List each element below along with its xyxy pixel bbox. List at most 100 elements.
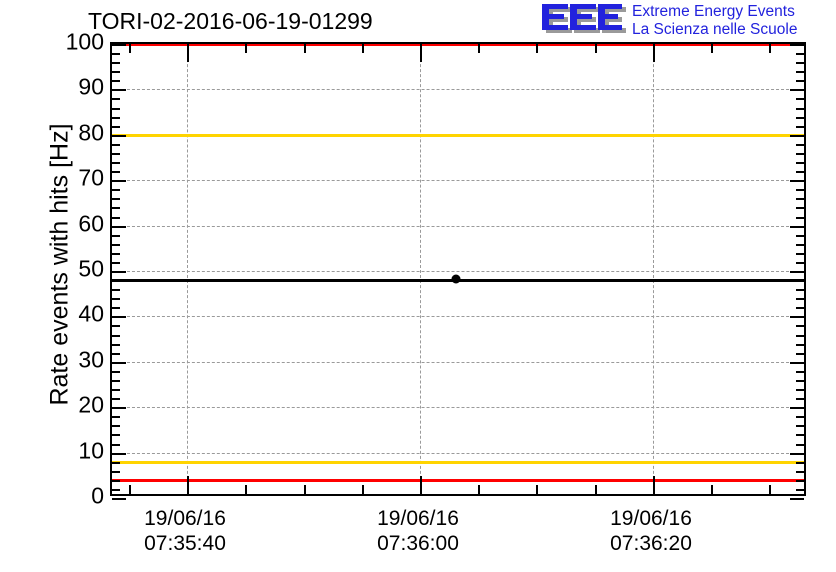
y-axis-minor-tick-right [796,280,804,283]
reference-line-lower-alarm [112,478,804,482]
y-axis-major-tick-right [790,180,804,183]
y-axis-major-tick-right [790,452,804,455]
y-axis-minor-tick [112,434,120,437]
y-axis-major-tick [112,316,126,319]
x-axis-minor-tick [245,485,247,494]
x-axis-minor-tick [769,485,771,494]
y-axis-minor-tick-right [796,334,804,337]
y-axis-minor-tick-right [796,425,804,428]
y-axis-minor-tick [112,189,120,192]
y-axis-minor-tick-right [796,216,804,219]
y-axis-minor-tick-right [796,107,804,110]
y-axis-minor-tick-right [796,71,804,74]
x-axis-minor-tick-top [595,44,597,53]
eee-logo: Extreme Energy Events La Scienza nelle S… [540,2,832,42]
y-axis-tick-label: 40 [78,300,104,327]
grid-line-horizontal [112,271,804,272]
y-axis-minor-tick [112,261,120,264]
x-axis-minor-tick [304,485,306,494]
y-axis-minor-tick-right [796,343,804,346]
y-axis-major-tick [112,225,126,228]
y-axis-major-tick [112,89,126,92]
y-axis-tick-label: 80 [78,119,104,146]
grid-line-horizontal [112,180,804,182]
y-axis-major-tick [112,271,126,273]
y-axis-tick-label: 0 [91,482,104,509]
y-axis-minor-tick-right [796,116,804,119]
y-axis-major-tick-right [790,498,804,500]
x-axis-tick-label: 19/06/16 07:36:00 [338,506,498,556]
x-axis-tick-label-date: 19/06/16 [610,507,692,530]
y-axis-minor-tick-right [796,162,804,165]
y-axis-minor-tick [112,479,120,482]
y-axis-major-tick-right [790,316,804,319]
eee-logo-line1: Extreme Energy Events [632,3,795,20]
x-axis-minor-tick-top [711,44,713,53]
y-axis-minor-tick [112,289,120,292]
y-axis-minor-tick-right [796,289,804,292]
y-axis-minor-tick-right [796,252,804,255]
y-axis-minor-tick-right [796,298,804,301]
reference-line-lower-warning [112,460,804,464]
y-axis-minor-tick [112,280,120,283]
y-axis-minor-tick [112,352,120,355]
y-axis-minor-tick [112,325,120,328]
y-axis-major-tick-right [790,134,804,137]
x-axis-minor-tick-top [245,44,247,53]
y-axis-tick-label: 60 [78,210,104,237]
data-point[interactable] [451,274,461,284]
x-axis-major-tick [420,476,422,494]
x-axis-minor-tick [536,485,538,494]
y-axis-minor-tick-right [796,62,804,65]
y-axis-minor-tick [112,416,120,419]
y-axis-minor-tick-right [796,189,804,192]
y-axis-major-tick [112,407,126,410]
x-axis-minor-tick [711,485,713,494]
y-axis-minor-tick [112,443,120,446]
y-axis-major-tick [112,498,126,500]
x-axis-minor-tick [595,485,597,494]
y-axis-tick-label: 30 [78,346,104,373]
grid-line-horizontal [112,89,804,91]
grid-line-horizontal [112,225,804,227]
y-axis-minor-tick-right [796,307,804,310]
y-axis-minor-tick [112,71,120,74]
y-axis-minor-tick [112,307,120,310]
y-axis-tick-label: 90 [78,73,104,100]
reference-line-upper-alarm [112,44,804,46]
plot-area [110,42,806,500]
y-axis-tick-label: 100 [65,28,104,55]
y-axis-major-tick-right [790,407,804,410]
page-title: TORI-02-2016-06-19-01299 [88,8,373,34]
x-axis-minor-tick-top [769,44,771,53]
y-axis-tick-label: 10 [78,437,104,464]
x-axis-tick-label: 19/06/16 07:35:40 [105,506,265,556]
y-axis-minor-tick-right [796,470,804,473]
y-axis-major-tick-right [790,44,804,46]
y-axis-minor-tick-right [796,171,804,174]
y-axis-minor-tick [112,162,120,165]
y-axis-major-tick [112,180,126,183]
x-axis-major-tick [187,476,189,494]
x-axis-tick-label-time: 07:35:40 [144,532,226,555]
grid-line-horizontal [112,407,804,409]
y-axis-minor-tick [112,62,120,65]
x-axis-minor-tick-top [536,44,538,53]
y-axis-major-tick-right [790,361,804,364]
x-axis-minor-tick [362,485,364,494]
y-axis-minor-tick-right [796,398,804,401]
y-axis-minor-tick [112,207,120,210]
x-axis-tick-label-time: 07:36:20 [610,532,692,555]
grid-line-vertical [420,44,421,494]
y-axis-minor-tick-right [796,207,804,210]
grid-line-vertical [187,44,188,494]
y-axis-minor-tick [112,343,120,346]
y-axis-minor-tick [112,80,120,83]
y-axis-minor-tick [112,252,120,255]
x-axis-major-tick-top [653,44,655,62]
x-axis-minor-tick-top [478,44,480,53]
y-axis-major-tick-right [790,271,804,273]
x-axis-tick-label: 19/06/16 07:36:20 [571,506,731,556]
grid-line-horizontal [112,452,804,454]
y-axis-minor-tick-right [796,53,804,56]
